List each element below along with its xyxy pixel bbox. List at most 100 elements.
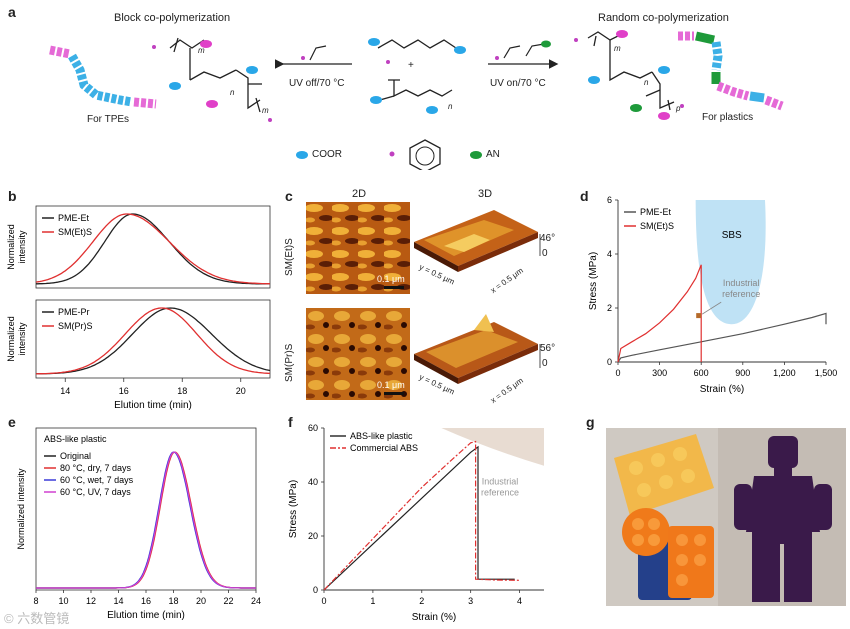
sub-n-center: n (448, 102, 453, 111)
d-sbs-label: SBS (722, 230, 742, 241)
afm-2d-sm-pr-s (306, 308, 410, 400)
panel-f-label: f (288, 414, 293, 430)
photo-printed-parts (606, 428, 846, 606)
f-legend-text-0: ABS-like plastic (350, 431, 413, 441)
sub-n-right: n (644, 78, 649, 87)
block-structure (169, 37, 262, 113)
styrene-dot-icon (389, 151, 395, 157)
f-xtick-label-1: 1 (370, 596, 375, 606)
e-ylabel: Normalized intensity (16, 468, 26, 550)
f-series-1 (323, 440, 520, 591)
e-legend-text-1: 80 °C, dry, 7 days (60, 463, 131, 473)
e-legend-text-0: Original (60, 451, 91, 461)
an-legend-label: AN (486, 149, 500, 160)
panel-e-label: e (8, 414, 16, 430)
for-plastics-label: For plastics (702, 112, 754, 123)
coor-legend-icon (296, 151, 308, 159)
plus-sign: + (408, 60, 414, 71)
e-legend-text-2: 60 °C, wet, 7 days (60, 475, 134, 485)
random-structure (587, 31, 675, 111)
for-tpes-label: For TPEs (87, 114, 130, 125)
b-ylabel-0: Normalizedintensity (6, 224, 27, 270)
b-frame-0 (35, 205, 271, 289)
f-xtick-label-2: 2 (419, 596, 424, 606)
d-series-0 (617, 312, 827, 363)
block-title: Block co-polymerization (114, 12, 231, 24)
b-frame-1 (35, 299, 271, 379)
sub-p-right: p (676, 104, 681, 113)
b-xlabel: Elution time (min) (114, 400, 192, 411)
benzene-icon (409, 139, 441, 170)
d-series-1 (617, 264, 702, 363)
plastics-chain-graphic (678, 31, 784, 111)
coor-legend-label: COOR (312, 149, 342, 160)
chart-d: SBS 0 2 4 6 0 300 600 900 1,200 1,500 Strain (%) Str… (588, 195, 838, 395)
b-series-1-0 (35, 307, 271, 375)
f-ytick-label-2: 40 (308, 477, 318, 487)
f-xtick-label-4: 4 (517, 596, 522, 606)
e-title: ABS-like plastic (44, 434, 107, 444)
sub-m-left-top: m (198, 46, 205, 55)
yellow-brick (614, 434, 714, 516)
zero-2: 0 (542, 358, 548, 369)
f-reference-label: Industrial reference (481, 477, 519, 498)
panel-a-label: a (8, 4, 16, 20)
d-xtick-label-4: 1,200 (773, 368, 796, 378)
random-title: Random co-polymerization (598, 12, 729, 24)
height-2: 56° (540, 343, 556, 354)
e-xtick-label-5: 18 (168, 596, 178, 606)
b-series-1-1 (36, 307, 271, 375)
f-legend-text-1: Commercial ABS (350, 443, 418, 453)
purple-figure (734, 436, 832, 602)
photo-graphic (606, 428, 846, 606)
d-xtick-label-0: 0 (615, 368, 620, 378)
col-3d-label: 3D (478, 188, 493, 200)
d-xtick-label-2: 600 (694, 368, 709, 378)
scale-bar-2: 0.1 μm (377, 380, 405, 390)
zero-1: 0 (542, 248, 548, 259)
chart-b: PME-Et SM(Et)S Normalizedintensity PME-Pr SM… (6, 205, 271, 411)
e-xtick-label-7: 22 (223, 596, 233, 606)
d-ytick-label-2: 4 (607, 249, 612, 259)
d-reference-label: Industrial reference (722, 278, 760, 299)
f-series-0 (323, 445, 515, 591)
b-series-0-1 (35, 213, 271, 285)
tpe-chain-graphic (49, 45, 157, 109)
uv-off-label: UV off/70 °C (289, 78, 345, 89)
e-legend-text-3: 60 °C, UV, 7 days (60, 487, 131, 497)
e-xlabel: Elution time (min) (107, 610, 185, 621)
d-xtick-label-1: 300 (652, 368, 667, 378)
f-reference-region (441, 428, 544, 466)
e-xtick-label-4: 16 (141, 596, 151, 606)
b-legend-text-0-1: SM(Et)S (58, 227, 92, 237)
f-ytick-label-3: 60 (308, 423, 318, 433)
f-ytick-label-1: 20 (308, 531, 318, 541)
b-xtick-label-2: 18 (177, 386, 187, 396)
d-reference-marker (696, 313, 702, 319)
sub-n-left: n (230, 88, 235, 97)
e-xtick-label-3: 14 (113, 596, 123, 606)
uv-on-label: UV on/70 °C (490, 78, 546, 89)
e-xtick-label-0: 8 (33, 596, 38, 606)
b-xtick-label-1: 16 (119, 386, 129, 396)
d-legend-text-0: PME-Et (640, 207, 672, 217)
col-2d-label: 2D (352, 188, 367, 200)
b-legend-text-1-1: SM(Pr)S (58, 321, 93, 331)
panel-b-label: b (8, 188, 17, 204)
e-xtick-label-6: 20 (196, 596, 206, 606)
f-ylabel: Stress (MPa) (288, 480, 299, 538)
afm-2d-sm-et-s (306, 202, 410, 294)
e-xtick-label-8: 24 (251, 596, 261, 606)
b-xtick-label-0: 14 (60, 386, 70, 396)
e-xtick-label-2: 12 (86, 596, 96, 606)
height-1: 46° (540, 233, 556, 244)
d-xtick-label-5: 1,500 (815, 368, 838, 378)
f-xtick-label-0: 0 (321, 596, 326, 606)
chart-e: ABS-like plastic Original 80 °C, dry, 7 da… (16, 427, 261, 621)
sub-m-right: m (614, 44, 621, 53)
e-series-3 (36, 451, 256, 589)
d-ytick-label-3: 6 (607, 195, 612, 205)
scheme-svg (49, 30, 784, 170)
d-xtick-label-3: 900 (735, 368, 750, 378)
b-legend-text-1-0: PME-Pr (58, 307, 90, 317)
